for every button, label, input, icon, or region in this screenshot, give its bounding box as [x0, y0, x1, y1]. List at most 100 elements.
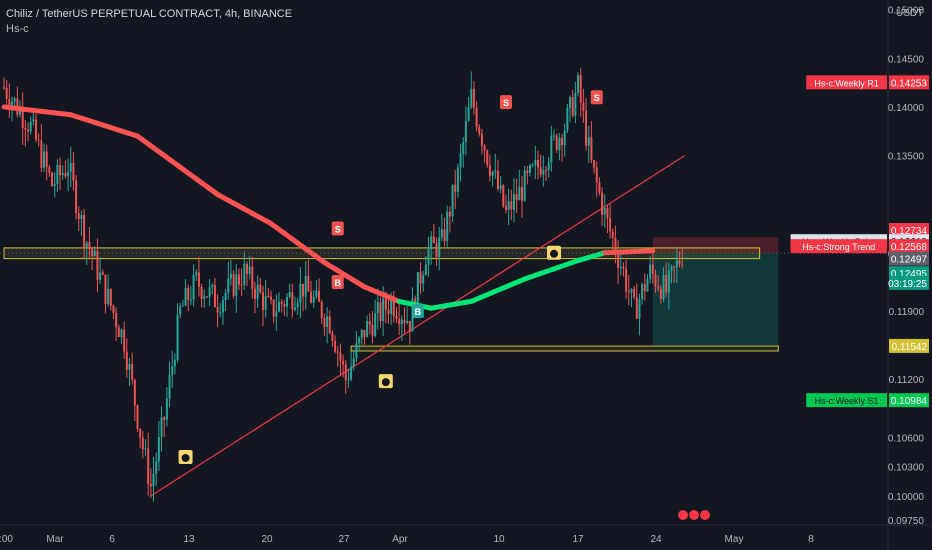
moving-average-segment	[468, 276, 528, 304]
price-axis-value: 0.12497	[891, 255, 928, 266]
candle-body	[478, 126, 481, 134]
y-tick-label: 0.15000	[888, 6, 925, 17]
trade-signal-icon[interactable]	[590, 90, 603, 105]
candle-body	[523, 170, 526, 201]
candle-body	[641, 284, 644, 300]
candle-body	[211, 284, 214, 288]
candle-body	[101, 272, 104, 275]
candle-body	[539, 167, 542, 175]
indicator-label[interactable]: Hs-c	[6, 23, 29, 35]
candle-body	[667, 270, 670, 293]
candle-body	[579, 75, 582, 103]
candle-body	[224, 292, 227, 301]
candle-body	[422, 275, 425, 284]
candle-body	[32, 119, 35, 122]
earnings-event-icon[interactable]	[678, 510, 688, 520]
candle-body	[601, 192, 604, 215]
moving-average-segment	[68, 112, 140, 139]
candle-body	[419, 272, 422, 284]
candle-body	[75, 180, 78, 214]
candle-body	[232, 273, 235, 296]
candle-body	[376, 302, 379, 314]
candle-body	[283, 304, 286, 307]
level-tag-label: Hs-c:Strong Trend	[802, 242, 875, 252]
candle-body	[398, 318, 401, 325]
candle-body	[323, 318, 326, 327]
candle-body	[606, 207, 609, 219]
money-bag-icon-glyph	[181, 453, 190, 462]
candle-body	[43, 151, 46, 168]
candle-body	[261, 292, 264, 310]
candle-body	[382, 298, 385, 321]
candle-body	[336, 351, 339, 353]
candle-body	[237, 274, 240, 285]
candle-body	[339, 352, 342, 361]
candle-body	[528, 165, 531, 173]
candle-body	[520, 187, 523, 201]
trade-signal-icon[interactable]	[411, 304, 424, 319]
candle-body	[638, 299, 641, 319]
trade-signal-icon[interactable]	[331, 221, 344, 236]
x-tick-label: 10	[493, 534, 505, 545]
candle-body	[176, 314, 179, 360]
candle-body	[256, 284, 259, 299]
candle-body	[165, 398, 168, 420]
candle-body	[229, 273, 232, 279]
candle-body	[451, 184, 454, 217]
x-tick-label: 8	[808, 534, 814, 545]
candle-body	[128, 363, 131, 370]
candle-body	[53, 184, 56, 187]
candle-body	[499, 185, 502, 189]
candle-body	[294, 307, 297, 310]
candle-body	[443, 229, 446, 242]
trade-signal-icon[interactable]	[499, 95, 512, 110]
earnings-event-icon[interactable]	[689, 510, 699, 520]
price-axis-label	[889, 223, 929, 238]
moving-average-segment	[321, 260, 367, 290]
x-tick-label: :00	[0, 534, 13, 545]
candle-body	[155, 461, 158, 474]
trade-signal-icon[interactable]	[331, 274, 344, 289]
moving-average-segment	[361, 284, 402, 304]
candle-body	[630, 288, 633, 293]
candle-body	[403, 319, 406, 323]
candle-body	[662, 274, 665, 299]
candle-body	[11, 101, 14, 108]
candle-body	[352, 358, 355, 367]
candle-body	[488, 164, 491, 176]
candle-body	[200, 286, 203, 299]
signal-label: B	[335, 278, 342, 288]
candle-body	[464, 121, 467, 143]
chart-title: Chiliz / TetherUS PERPETUAL CONTRACT, 4h…	[6, 8, 293, 20]
candle-body	[307, 275, 310, 292]
candle-body	[566, 107, 569, 131]
candle-body	[157, 436, 160, 462]
candle-body	[480, 133, 483, 146]
candle-body	[456, 167, 459, 192]
level-tag	[790, 239, 887, 254]
candle-body	[144, 448, 147, 450]
candle-body	[670, 266, 673, 271]
candle-body	[678, 260, 681, 264]
signal-label: B	[415, 307, 422, 317]
candle-body	[136, 405, 139, 429]
candle-body	[593, 160, 596, 168]
ascending-trendline[interactable]	[150, 155, 686, 497]
price-axis-label	[889, 75, 929, 90]
candle-body	[107, 288, 110, 304]
candle-body	[235, 274, 238, 296]
candle-body	[29, 121, 32, 132]
candle-body	[563, 130, 566, 146]
support-resistance-zone[interactable]	[350, 345, 779, 352]
x-tick-label: 13	[183, 534, 195, 545]
candle-body	[547, 162, 550, 171]
candle-body	[502, 185, 505, 207]
y-tick-label: 0.14500	[888, 54, 925, 65]
candle-body	[387, 309, 390, 314]
candle-body	[350, 366, 353, 380]
candle-body	[360, 330, 363, 338]
price-axis-label	[889, 275, 929, 290]
earnings-event-icon[interactable]	[700, 510, 710, 520]
candle-body	[561, 137, 564, 146]
